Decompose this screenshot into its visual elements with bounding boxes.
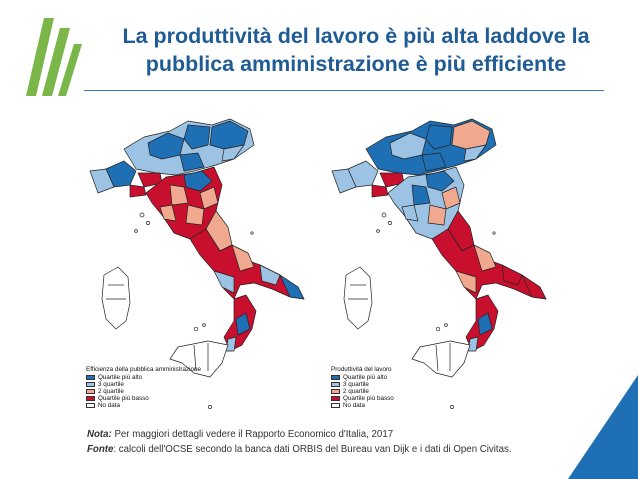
- legend-item: No data: [331, 402, 394, 409]
- legend-item: 2 quartile: [86, 388, 201, 395]
- legend-label: 2 quartile: [343, 387, 369, 395]
- title-line-2: pubblica amministrazione è più efficient…: [145, 52, 567, 76]
- title-line-1: La produttività del lavoro è più alta la…: [122, 24, 590, 48]
- legend-productivity: Produttività del lavoro Quartile più alt…: [331, 366, 394, 409]
- legend-label: 3 quartile: [343, 380, 369, 388]
- legend-label: 3 quartile: [98, 380, 124, 388]
- legend-label: Quartile più alto: [343, 373, 388, 381]
- legend-label: Quartile più basso: [343, 394, 394, 402]
- legend-item: No data: [86, 402, 201, 409]
- corner-decoration-icon: [568, 375, 638, 479]
- legend-swatch: [331, 388, 340, 394]
- legend-item: Quartile più alto: [86, 374, 201, 381]
- legend-swatch: [86, 402, 95, 408]
- source-line: Fonte: calcoli dell'OCSE secondo la banc…: [87, 442, 512, 457]
- legend-swatch: [86, 374, 95, 380]
- footnotes: Nota: Per maggiori dettagli vedere il Ra…: [87, 427, 512, 457]
- note-line: Nota: Per maggiori dettagli vedere il Ra…: [87, 427, 512, 442]
- legend-title: Produttività del lavoro: [331, 366, 392, 373]
- title-divider: [84, 90, 604, 91]
- legend-title: Efficienza della pubblica amministrazion…: [86, 366, 202, 373]
- legend-swatch: [331, 374, 340, 380]
- legend-swatch: [331, 381, 340, 387]
- map-efficiency-panel: [84, 115, 329, 413]
- page-title: La produttività del lavoro è più alta la…: [82, 22, 630, 78]
- map-efficiency-italy: [89, 118, 305, 409]
- source-label: Fonte: [87, 444, 114, 455]
- legend-label: No data: [98, 401, 121, 409]
- legend-swatch: [86, 381, 95, 387]
- legend-label: Quartile più alto: [98, 373, 143, 381]
- note-text: Per maggiori dettagli vedere il Rapporto…: [111, 429, 394, 440]
- legend-label: Quartile più basso: [98, 394, 149, 402]
- note-label: Nota:: [87, 429, 112, 440]
- legend-swatch: [331, 395, 340, 401]
- legend-item: 3 quartile: [331, 381, 394, 388]
- legend-swatch: [331, 402, 340, 408]
- map-productivity-panel: [326, 115, 571, 413]
- source-text: : calcoli dell'OCSE secondo la banca dat…: [113, 444, 512, 455]
- legend-swatch: [86, 388, 95, 394]
- legend-item: Quartile più basso: [86, 395, 201, 402]
- legend-label: 2 quartile: [98, 387, 124, 395]
- legend-item: 3 quartile: [86, 381, 201, 388]
- legend-item: 2 quartile: [331, 388, 394, 395]
- legend-item: Quartile più basso: [331, 395, 394, 402]
- legend-swatch: [86, 395, 95, 401]
- oecd-logo-icon: [26, 18, 82, 96]
- map-productivity-italy: [331, 118, 547, 409]
- legend-item: Quartile più alto: [331, 374, 394, 381]
- legend-efficiency: Efficienza della pubblica amministrazion…: [86, 366, 201, 409]
- legend-label: No data: [343, 401, 366, 409]
